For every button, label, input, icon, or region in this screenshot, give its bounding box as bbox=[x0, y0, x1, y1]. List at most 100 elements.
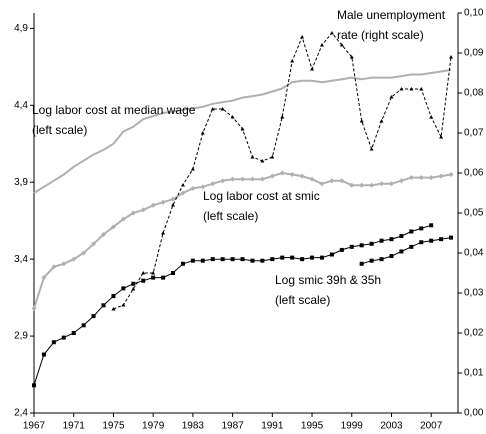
marker bbox=[180, 261, 185, 266]
marker bbox=[171, 271, 176, 275]
marker bbox=[101, 232, 107, 238]
x-tick-label: 1991 bbox=[261, 421, 284, 432]
marker bbox=[290, 59, 295, 63]
marker bbox=[101, 303, 106, 308]
marker bbox=[190, 167, 195, 171]
annotation: Log labor cost at smic bbox=[203, 189, 320, 203]
y2-tick-label: 0,10 bbox=[464, 8, 484, 19]
marker bbox=[170, 196, 176, 202]
y2-tick-label: 0,06 bbox=[464, 168, 484, 179]
marker bbox=[120, 216, 126, 222]
x-tick-label: 1979 bbox=[142, 421, 165, 432]
marker bbox=[379, 238, 384, 243]
marker bbox=[269, 173, 275, 179]
marker bbox=[329, 178, 335, 184]
marker bbox=[419, 240, 424, 245]
y2-tick-label: 0,07 bbox=[464, 128, 484, 139]
marker bbox=[259, 176, 265, 182]
x-tick-label: 2003 bbox=[380, 421, 403, 432]
marker bbox=[200, 131, 205, 135]
marker bbox=[349, 244, 354, 249]
marker bbox=[131, 281, 136, 286]
marker bbox=[32, 383, 36, 388]
marker bbox=[190, 185, 196, 191]
marker bbox=[160, 199, 166, 205]
marker bbox=[309, 176, 315, 182]
marker bbox=[230, 115, 235, 119]
marker bbox=[429, 238, 434, 243]
annotation: Male unemployment bbox=[337, 8, 446, 22]
marker bbox=[409, 229, 414, 234]
marker bbox=[339, 178, 345, 184]
y2-tick-label: 0,04 bbox=[464, 248, 484, 259]
marker bbox=[439, 135, 444, 139]
y2-tick-label: 0,03 bbox=[464, 288, 484, 299]
marker bbox=[91, 314, 96, 319]
marker bbox=[270, 257, 275, 262]
x-tick-label: 1971 bbox=[63, 421, 86, 432]
marker bbox=[448, 172, 454, 178]
marker bbox=[329, 31, 334, 35]
x-tick-label: 1967 bbox=[23, 421, 46, 432]
series-line bbox=[113, 32, 452, 310]
y-tick-label: 3,4 bbox=[14, 254, 28, 265]
y-tick-label: 4,4 bbox=[14, 100, 28, 111]
marker bbox=[141, 278, 146, 283]
marker bbox=[110, 224, 116, 230]
marker bbox=[418, 175, 424, 181]
annotation: (left scale) bbox=[32, 123, 87, 137]
marker bbox=[319, 181, 325, 187]
marker bbox=[230, 257, 235, 262]
marker bbox=[140, 207, 146, 213]
marker bbox=[299, 173, 305, 179]
marker bbox=[41, 352, 46, 357]
marker bbox=[359, 182, 365, 188]
marker bbox=[71, 331, 76, 335]
marker bbox=[399, 234, 404, 239]
x-tick-label: 1987 bbox=[221, 421, 244, 432]
marker bbox=[290, 255, 295, 260]
marker bbox=[388, 181, 394, 187]
marker bbox=[389, 95, 394, 99]
marker bbox=[61, 335, 66, 340]
marker bbox=[71, 256, 77, 262]
marker bbox=[369, 258, 374, 263]
marker bbox=[220, 178, 226, 184]
marker bbox=[250, 155, 255, 159]
marker bbox=[449, 55, 454, 59]
marker bbox=[429, 223, 434, 228]
marker bbox=[240, 176, 246, 182]
marker bbox=[250, 258, 255, 263]
marker bbox=[210, 107, 215, 111]
marker bbox=[51, 340, 56, 345]
marker bbox=[141, 271, 146, 275]
marker bbox=[171, 203, 176, 207]
marker bbox=[81, 323, 86, 328]
y-tick-label: 4,9 bbox=[14, 23, 28, 34]
y-tick-label: 3,9 bbox=[14, 177, 28, 188]
annotation: rate (right scale) bbox=[337, 28, 424, 42]
marker bbox=[379, 119, 384, 123]
marker bbox=[180, 190, 186, 196]
x-tick-label: 2007 bbox=[420, 421, 443, 432]
y2-tick-label: 0,01 bbox=[464, 368, 484, 379]
marker bbox=[398, 178, 404, 184]
marker bbox=[300, 35, 305, 39]
y2-tick-label: 0,08 bbox=[464, 88, 484, 99]
marker bbox=[280, 255, 285, 260]
marker bbox=[438, 173, 444, 179]
marker bbox=[190, 258, 195, 263]
marker bbox=[389, 254, 394, 259]
marker bbox=[31, 305, 37, 311]
marker bbox=[359, 243, 364, 248]
marker bbox=[151, 271, 156, 275]
marker bbox=[200, 258, 205, 263]
marker bbox=[409, 244, 414, 249]
marker bbox=[91, 241, 97, 247]
marker bbox=[280, 115, 285, 119]
marker bbox=[419, 87, 424, 91]
x-tick-label: 1999 bbox=[341, 421, 364, 432]
marker bbox=[151, 275, 156, 280]
marker bbox=[319, 255, 324, 260]
